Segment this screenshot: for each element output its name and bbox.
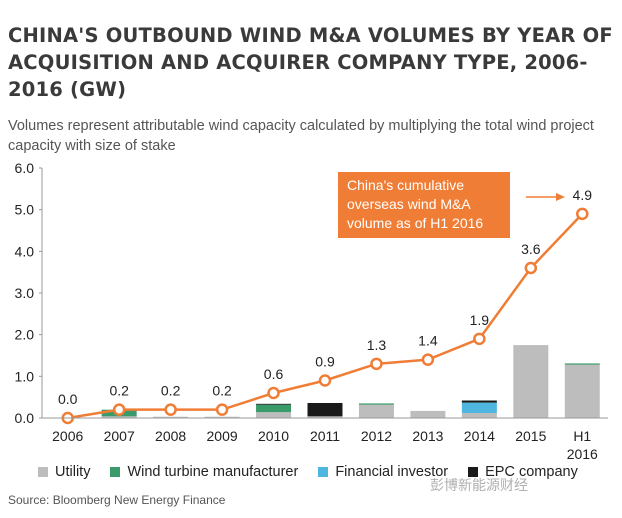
watermark-text: 彭博新能源财经 [430,477,528,493]
x-tick-label: 2011 [310,428,340,444]
cumulative-point [164,403,177,416]
cumulative-point [267,386,280,400]
bar-utility [564,364,600,418]
legend-swatch [468,467,479,477]
cumulative-point [473,332,486,346]
cumulative-data-label: 1.9 [470,312,490,328]
legend-swatch [110,467,121,477]
bar-utility [101,416,137,418]
cumulative-data-label: 0.2 [212,383,232,399]
legend-item: Wind turbine manufacturer [110,464,298,480]
y-tick-label: 4.0 [15,243,35,259]
bar-utility [410,410,446,418]
y-tick-label: 0.0 [15,410,35,426]
callout-text-line: volume as of H1 2016 [347,215,483,231]
cumulative-data-label: 4.9 [573,187,593,203]
x-tick-label: 2016 [567,446,598,462]
cumulative-point [112,403,126,416]
y-tick-label: 3.0 [15,285,35,301]
y-tick-label: 1.0 [15,368,35,384]
x-tick-label: H1 [573,428,591,444]
legend-label: EPC company [485,464,578,480]
bar-wind-turbine-manufacturer [256,404,292,413]
bar-epc-company [256,403,292,405]
x-tick-label: 2015 [515,428,546,444]
bar-utility [153,416,189,418]
chart-subtitle: Volumes represent attributable wind capa… [8,118,594,154]
x-axis: 2006 2007 2008 2009 2010 2011 2012 2013 2014 2015… [42,417,608,462]
cumulative-data-label: 0.2 [161,383,181,399]
cumulative-data-label: 3.6 [521,241,541,257]
x-tick-label: 2007 [104,428,135,444]
bar-wind-turbine-manufacturer [358,403,394,405]
bar-utility [513,345,549,418]
chart-legend: Utility Wind turbine manufacturer Financia… [38,464,598,480]
x-tick-label: 2006 [52,428,83,444]
bar-epc-company [461,400,497,403]
source-note: Source: Bloomberg New Energy Finance [8,493,226,507]
cumulative-data-label: 0.6 [264,366,284,382]
x-tick-label: 2010 [258,428,289,444]
legend-label: Utility [55,464,91,480]
legend-item: Financial investor [318,464,448,480]
callout-text-line: China's cumulative [347,177,464,193]
cumulative-point [576,207,589,221]
callout-arrow-head [556,193,565,201]
callout-box: China's cumulative overseas wind M&A volum… [338,172,565,238]
bar-utility [256,412,292,418]
bar-utility [204,416,240,418]
bar-utility [461,413,497,418]
legend-item: EPC company [468,464,578,480]
x-tick-label: 2013 [412,428,443,444]
y-axis: 0.0 1.0 2.0 3.0 4.0 5.0 6.0 [15,160,43,426]
cumulative-data-label: 0.0 [58,391,78,407]
x-tick-label: 2014 [464,428,495,444]
cumulative-data-label: 1.4 [418,333,438,349]
y-tick-label: 6.0 [15,160,35,176]
cumulative-point [215,403,229,416]
cumulative-point [421,353,435,366]
x-tick-label: 2009 [207,428,238,444]
bar-utility [307,416,343,418]
chart-title: CHINA'S OUTBOUND WIND M&A VOLUMES BY YEA… [8,24,613,101]
cumulative-point [524,261,538,275]
cumulative-data-label: 0.9 [315,354,335,370]
callout-text-line: overseas wind M&A [347,196,471,212]
legend-label: Wind turbine manufacturer [127,464,299,480]
legend-label: Financial investor [335,464,449,480]
cumulative-data-label: 1.3 [367,337,387,353]
cumulative-data-label: 0.2 [109,383,129,399]
bar-epc-company [307,403,343,417]
cumulative-point [318,374,332,387]
y-tick-label: 2.0 [15,327,35,343]
bars-group [101,345,600,418]
bar-wind-turbine-manufacturer [564,363,600,365]
x-tick-label: 2012 [361,428,392,444]
cumulative-point [370,357,383,371]
bar-utility [358,404,394,418]
callout-background [338,172,510,238]
x-tick-label: 2008 [155,428,186,444]
bar-financial-investor [461,402,497,413]
legend-swatch [318,467,329,477]
legend-swatch [38,467,48,477]
cumulative-line-group: 0.0 0.2 0.2 0.2 0.6 0.9 1.3 1.4 1.9 3.6 4.9 [58,187,593,425]
y-tick-label: 5.0 [15,202,35,218]
legend-item: Utility [38,464,90,480]
cumulative-line [67,212,584,420]
